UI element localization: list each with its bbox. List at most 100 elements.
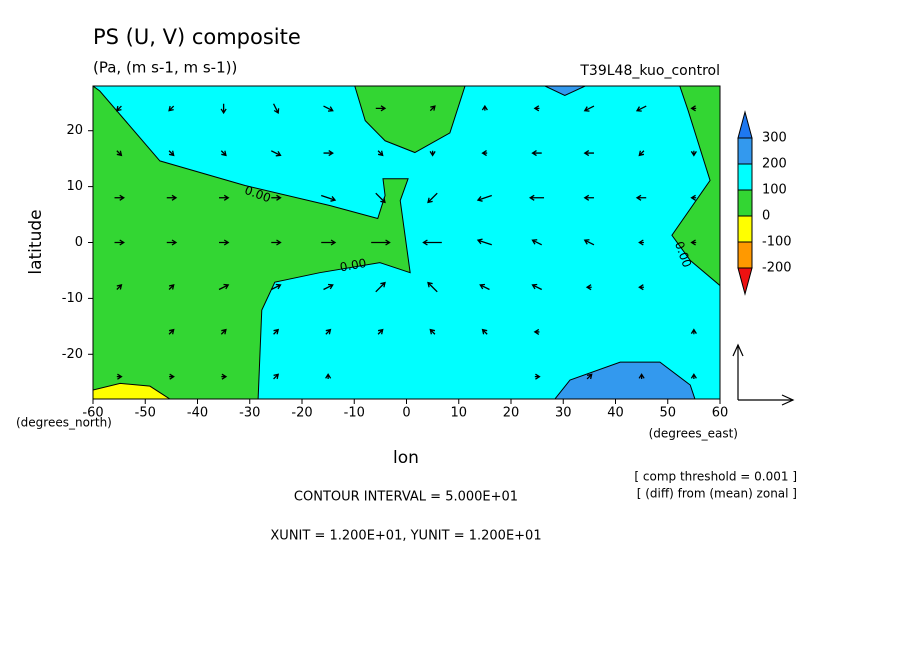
x-tick-label: 10	[450, 406, 467, 421]
wind-vector	[476, 238, 492, 246]
wind-vector	[635, 105, 647, 112]
contour-region	[671, 86, 720, 287]
colorbar-label: 0	[762, 209, 770, 224]
wind-vector	[635, 194, 647, 201]
wind-vector	[270, 150, 282, 157]
wind-vector	[690, 150, 697, 157]
wind-vector	[270, 283, 282, 291]
y-tick-label: 10	[66, 179, 83, 194]
wind-vector	[690, 328, 697, 335]
x-tick-label: 20	[503, 406, 520, 421]
x-tick-label: 40	[607, 406, 624, 421]
wind-vector	[429, 105, 436, 112]
x-tick-label: -10	[344, 406, 365, 421]
wind-vector	[221, 373, 228, 380]
x-tick-label: -30	[239, 406, 260, 421]
note: [ (diff) from (mean) zonal ]	[637, 487, 797, 501]
wind-vector	[375, 192, 386, 204]
wind-vector	[481, 328, 488, 335]
contour-region	[544, 86, 586, 97]
wind-vector	[114, 239, 125, 246]
x-tick-label: 0	[402, 406, 410, 421]
wind-vector	[325, 328, 332, 335]
wind-vector	[271, 239, 282, 246]
run-label: T39L48_kuo_control	[579, 63, 720, 79]
y-tick-label: 0	[75, 235, 83, 250]
wind-vector	[585, 284, 592, 291]
wind-vector	[168, 284, 175, 290]
wind-vector	[422, 239, 442, 246]
colorbar-label: 100	[762, 183, 787, 198]
wind-vector	[476, 194, 492, 202]
x-axis-label: lon	[393, 448, 419, 468]
contour-interval: CONTOUR INTERVAL = 5.000E+01	[294, 490, 518, 505]
wind-vector	[479, 283, 490, 291]
wind-vector	[638, 284, 644, 291]
x-tick-label: -50	[135, 406, 156, 421]
x-tick-label: -60	[82, 406, 103, 421]
wind-vector	[534, 373, 541, 380]
wind-vector	[273, 373, 280, 380]
wind-vector	[220, 328, 227, 335]
wind-vector	[427, 281, 438, 293]
wind-vector	[168, 105, 175, 112]
y-axis-label: latitude	[26, 209, 46, 274]
wind-vector	[116, 284, 123, 290]
wind-vector	[377, 150, 384, 157]
wind-vector	[690, 373, 697, 379]
wind-vector	[219, 194, 230, 201]
wind-vector	[638, 373, 645, 379]
wind-vector	[429, 150, 436, 157]
wind-vector	[116, 373, 123, 380]
chart-subtitle: (Pa, (m s-1, m s-1))	[93, 59, 237, 77]
contour-region	[354, 86, 466, 154]
contour-region	[554, 361, 696, 399]
x-tick-label: 30	[555, 406, 572, 421]
colorbar-cell	[737, 163, 753, 191]
wind-vector	[116, 150, 123, 157]
x-tick-label: -20	[291, 406, 312, 421]
x-tick-label: 60	[712, 406, 729, 421]
x-units: (degrees_east)	[649, 427, 738, 441]
wind-vector	[323, 105, 334, 112]
wind-vector	[218, 283, 230, 291]
contour-region	[93, 86, 411, 399]
wind-vector	[690, 105, 697, 112]
wind-vector	[638, 150, 645, 157]
wind-vector	[323, 283, 334, 291]
note: [ comp threshold = 0.001 ]	[634, 470, 797, 484]
wind-vector	[690, 239, 697, 246]
vector-units: XUNIT = 1.200E+01, YUNIT = 1.200E+01	[270, 529, 541, 544]
contour-label: 0.00	[339, 256, 368, 274]
wind-vector	[166, 239, 178, 246]
wind-vector	[481, 104, 488, 111]
wind-vector	[272, 103, 280, 115]
wind-vector	[531, 283, 543, 291]
reference-vector	[732, 343, 795, 406]
wind-vector	[323, 150, 334, 157]
y-tick-label: -20	[62, 347, 83, 362]
y-tick-label: 20	[66, 123, 83, 138]
chart-title: PS (U, V) composite	[93, 25, 301, 49]
wind-vector	[220, 103, 227, 115]
colorbar-cell	[737, 267, 753, 296]
wind-vector	[377, 328, 384, 335]
colorbar-cell	[737, 241, 753, 269]
wind-vector	[271, 194, 282, 201]
wind-vector	[583, 150, 594, 157]
wind-vector	[375, 281, 386, 293]
wind-vector	[371, 239, 391, 246]
wind-vector	[586, 373, 593, 380]
colorbar-label: 300	[762, 131, 787, 146]
x-tick-label: 50	[659, 406, 676, 421]
y-units: (degrees_north)	[16, 416, 112, 430]
wind-vector	[321, 194, 337, 202]
colorbar-label: -200	[762, 261, 792, 276]
x-tick-label: -40	[187, 406, 208, 421]
wind-vector	[531, 150, 542, 157]
colorbar-label: 200	[762, 157, 787, 172]
colorbar-cell	[737, 110, 753, 139]
colorbar-label: -100	[762, 235, 792, 250]
wind-vector	[220, 150, 227, 157]
